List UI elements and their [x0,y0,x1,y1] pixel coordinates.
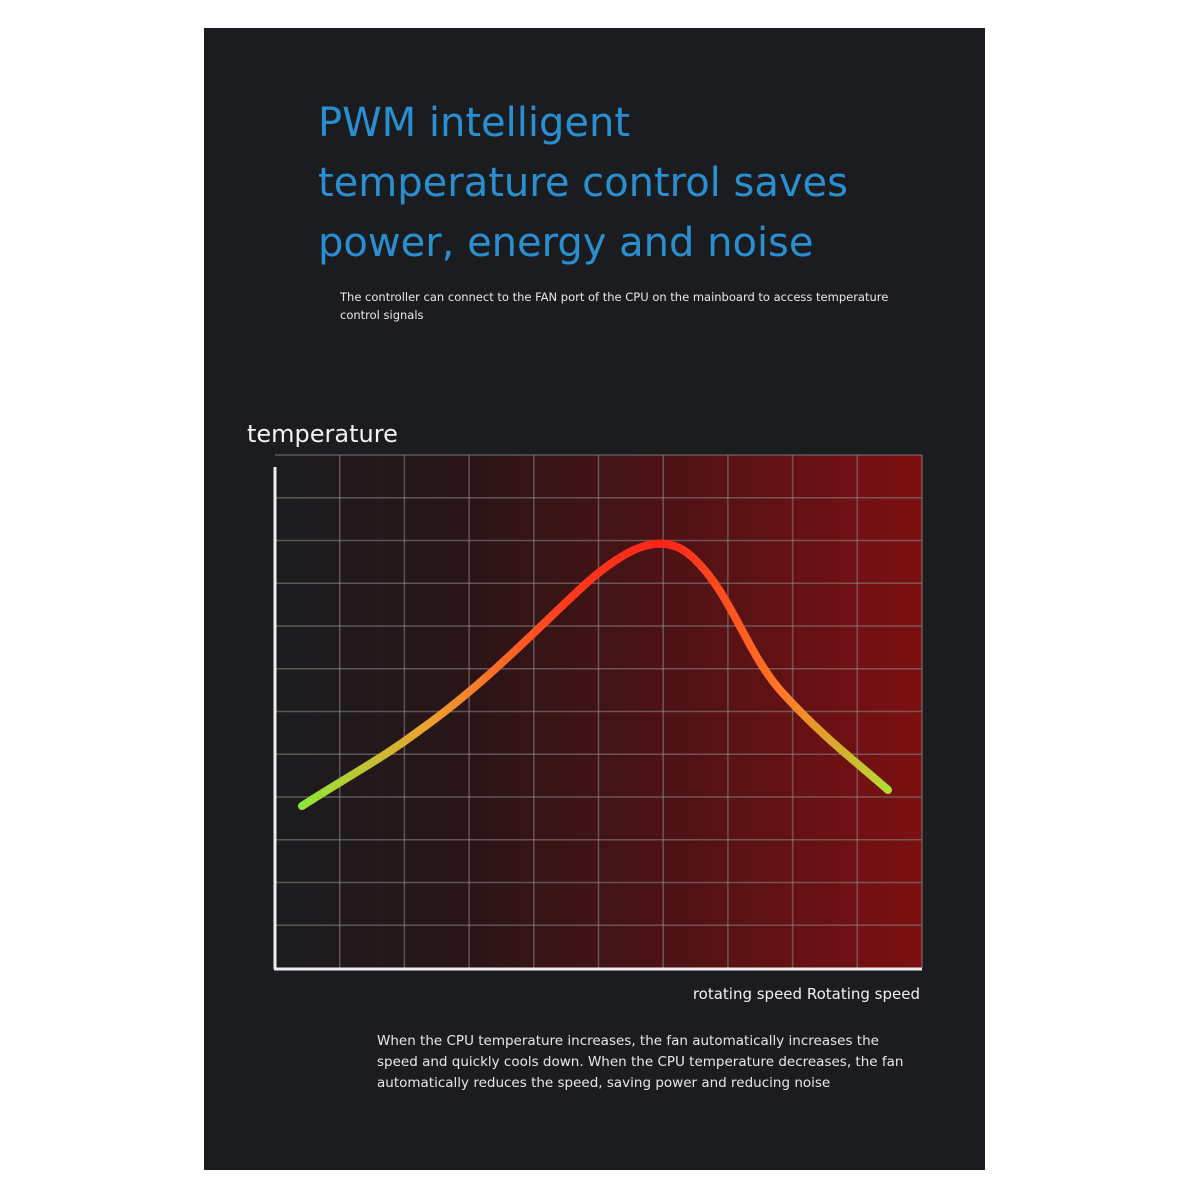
footer-text: When the CPU temperature increases, the … [377,1033,904,1091]
y-label: temperature [247,420,398,448]
title-line: power, energy and noise [318,220,814,266]
x-label: rotating speed Rotating speed [692,985,920,1003]
grid [275,454,923,968]
subtitle: The controller can connect to the FAN po… [340,290,889,322]
curve [298,539,892,810]
title-line: temperature control saves [318,160,848,206]
title-line: PWM intelligent [318,100,631,146]
